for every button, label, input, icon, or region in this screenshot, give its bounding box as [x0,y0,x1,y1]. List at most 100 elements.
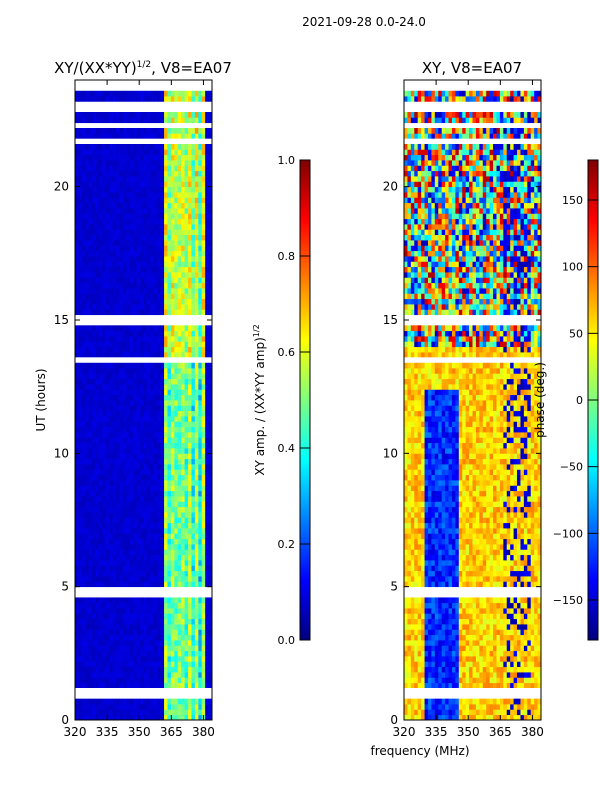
heatmap-cell [126,352,131,358]
heatmap-cell [160,261,165,268]
heatmap-cell [81,389,86,396]
heatmap-cell [146,522,151,529]
heatmap-cell [410,650,415,657]
heatmap-cell [451,656,456,662]
heatmap-cell [98,410,103,417]
heatmap-cell [534,661,538,668]
heatmap-cell [191,474,196,481]
heatmap-cell [143,474,148,481]
heatmap-cell [119,528,124,534]
heatmap-cell [143,549,148,556]
heatmap-cell [164,426,168,433]
heatmap-cell [157,629,162,636]
heatmap-cell [198,304,203,310]
heatmap-cell [201,501,206,508]
heatmap-cell [102,304,107,310]
heatmap-cell [486,656,491,662]
heatmap-cell [88,133,93,140]
heatmap-cell [143,149,148,156]
heatmap-cell [126,90,131,97]
heatmap-cell [136,661,141,668]
heatmap-cell [102,618,107,625]
heatmap-cell [188,394,192,401]
heatmap-cell [191,656,196,662]
heatmap-cell [122,245,127,252]
heatmap-cell [133,501,138,508]
heatmap-cell [126,640,131,646]
heatmap-cell [174,213,179,220]
heatmap-cell [146,538,151,545]
heatmap-cell [133,240,138,246]
heatmap-cell [177,432,182,438]
heatmap-cell [75,469,79,476]
heatmap-cell [75,336,79,342]
heatmap-cell [109,272,114,278]
heatmap-cell [208,442,213,449]
heatmap-cell [198,256,203,262]
heatmap-cell [174,229,179,236]
heatmap-cell [136,352,141,358]
heatmap-cell [201,512,206,518]
heatmap-cell [201,394,206,401]
heatmap-cell [523,624,528,630]
heatmap-cell [164,336,168,342]
heatmap-cell [191,666,196,673]
heatmap-cell [140,309,144,316]
heatmap-cell [119,453,124,460]
heatmap-cell [81,634,86,641]
heatmap-cell [191,421,196,428]
heatmap-cell [85,282,90,289]
heatmap-cell [205,565,209,572]
heatmap-cell [205,629,209,636]
heatmap-cell [133,170,138,177]
heatmap-cell [116,624,120,630]
heatmap-cell [188,96,192,102]
heatmap-cell [146,389,151,396]
heatmap-cell [167,618,172,625]
heatmap-cell [78,256,83,262]
heatmap-cell [81,277,86,284]
heatmap-cell [455,698,460,705]
heatmap-cell [201,458,206,465]
heatmap-cell [112,410,117,417]
heatmap-cell [122,490,127,497]
heatmap-cell [146,208,151,214]
heatmap-cell [143,544,148,550]
heatmap-cell [191,186,196,193]
heatmap-cell [75,714,79,721]
heatmap-cell [105,160,110,166]
heatmap-cell [78,245,83,252]
heatmap-cell [78,597,83,604]
heatmap-cell [160,394,165,401]
heatmap-cell [143,186,148,193]
heatmap-cell [174,410,179,417]
heatmap-cell [410,672,415,678]
heatmap-cell [194,282,199,289]
heatmap-cell [136,224,141,230]
heatmap-cell [194,613,199,620]
heatmap-cell [160,133,165,140]
heatmap-cell [129,90,134,97]
heatmap-cell [404,698,408,705]
heatmap-cell [112,394,117,401]
heatmap-cell [191,149,196,156]
heatmap-cell [105,410,110,417]
heatmap-cell [112,405,117,412]
heatmap-cell [150,384,155,390]
heatmap-cell [116,378,120,385]
heatmap-cell [198,512,203,518]
heatmap-cell [537,640,542,646]
heatmap-cell [105,341,110,348]
heatmap-cell [112,640,117,646]
heatmap-cell [112,656,117,662]
heatmap-cell [188,133,192,140]
heatmap-cell [95,176,100,182]
heatmap-cell [160,240,165,246]
heatmap-cell [150,224,155,230]
heatmap-cell [451,672,456,678]
heatmap-cell [523,698,528,705]
heatmap-cell [81,186,86,193]
heatmap-cell [143,613,148,620]
heatmap-cell [105,213,110,220]
heatmap-cell [122,362,127,369]
